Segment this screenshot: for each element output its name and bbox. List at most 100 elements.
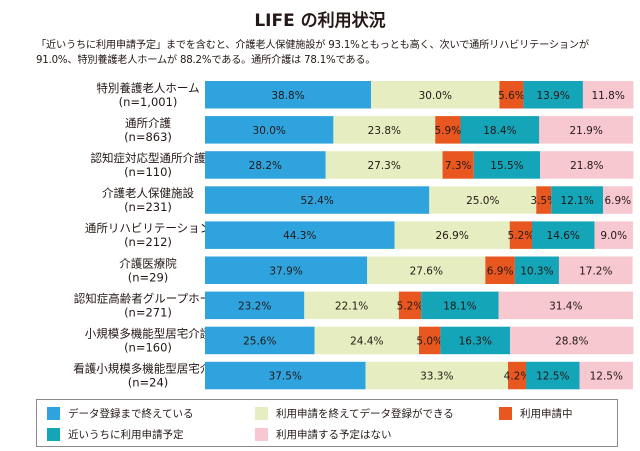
bar-segment <box>394 221 510 249</box>
data-label: 5.2% <box>508 230 535 242</box>
data-label: 26.9% <box>435 230 468 242</box>
data-label: 23.8% <box>368 125 401 137</box>
bar-segment <box>536 186 552 214</box>
legend-swatch <box>47 407 60 420</box>
category-label: 通所介護 <box>125 116 171 130</box>
data-label: 12.5% <box>536 371 569 383</box>
data-label: 44.3% <box>283 230 316 242</box>
bar-segment <box>582 81 634 109</box>
bar-segment <box>460 116 540 144</box>
bar-segment <box>429 186 537 214</box>
bar-segment <box>421 291 499 320</box>
data-label: 52.4% <box>300 195 333 207</box>
data-label: 21.8% <box>570 160 603 172</box>
bar-segment <box>419 326 441 355</box>
data-label: 25.6% <box>243 335 276 347</box>
bar-segment <box>435 116 461 144</box>
bar-segment <box>304 291 399 320</box>
bar-segment <box>367 256 486 284</box>
data-label: 25.0% <box>466 195 499 207</box>
bar-segment <box>539 116 633 144</box>
category-n-label: (n=863) <box>124 130 172 144</box>
data-label: 5.2% <box>397 300 424 312</box>
legend-item-applying: 利用申請中 <box>499 406 573 421</box>
bar-segment <box>205 186 430 214</box>
bar-segment <box>333 116 436 144</box>
category-label: 看護小規模多機能型居宅介護 <box>73 362 223 376</box>
category-n-label: (n=271) <box>124 305 172 319</box>
bar-segment <box>365 361 509 390</box>
data-label: 18.4% <box>483 125 516 137</box>
data-label: 12.1% <box>560 195 593 207</box>
bar-segment <box>398 291 422 320</box>
bar-segment <box>205 81 372 109</box>
legend-item-no-plan: 利用申請する予定はない <box>255 427 392 442</box>
data-label: 5.0% <box>416 335 443 347</box>
chart-subtitle: 「近いうちに利用申請予定」までを含むと、介護老人保健施設が 93.1%ともっとも… <box>36 40 589 66</box>
legend-label: 近いうちに利用申請予定 <box>68 429 184 441</box>
legend-swatch <box>255 407 268 420</box>
legend-swatch <box>499 407 512 420</box>
legend-label: 利用申請する予定はない <box>276 429 392 441</box>
category-n-label: (n=1,001) <box>119 95 178 109</box>
data-label: 33.3% <box>420 371 453 383</box>
category-label: 特別養護老人ホーム <box>96 81 199 95</box>
bar-segment <box>442 151 474 179</box>
category-n-label: (n=160) <box>124 340 172 354</box>
category-label: 通所リハビリテーション <box>85 221 211 235</box>
bar-segment <box>485 256 515 284</box>
data-label: 16.3% <box>459 335 492 347</box>
bar-segment <box>594 221 633 249</box>
bar-segment <box>526 361 580 390</box>
bar-segment <box>205 116 334 144</box>
bar-segment <box>579 361 633 390</box>
data-label: 22.1% <box>335 300 368 312</box>
data-label: 38.8% <box>271 90 304 102</box>
category-label: 介護医療院 <box>119 256 177 270</box>
bar-segment <box>325 151 443 179</box>
data-label: 5.9% <box>435 125 462 137</box>
category-n-label: (n=212) <box>124 235 172 249</box>
data-label: 6.9% <box>604 195 631 207</box>
category-n-label: (n=110) <box>124 165 172 179</box>
category-n-label: (n=24) <box>128 376 169 390</box>
data-label: 23.2% <box>238 300 271 312</box>
bar-segment <box>205 291 305 320</box>
bar-segment <box>603 186 633 214</box>
data-label: 12.5% <box>590 371 623 383</box>
bar-segment <box>523 81 583 109</box>
bar-segment <box>205 361 366 390</box>
data-label: 27.6% <box>410 265 443 277</box>
bar-segment <box>531 221 595 249</box>
legend-item-planned: 近いうちに利用申請予定 <box>47 427 184 442</box>
legend-label: 利用申請を終えてデータ登録ができる <box>276 408 454 420</box>
bar-segment <box>551 186 604 214</box>
chart-title: LIFE の利用状況 <box>254 11 386 31</box>
bar-segment <box>371 81 500 109</box>
data-label: 9.0% <box>600 230 627 242</box>
category-label: 介護老人保健施設 <box>102 186 194 200</box>
category-label: 小規模多機能型居宅介護 <box>85 326 212 340</box>
bar-segment <box>509 221 532 249</box>
data-label: 14.6% <box>547 230 580 242</box>
data-label: 13.9% <box>536 90 569 102</box>
bar-segment <box>499 81 524 109</box>
category-label: 認知症高齢者グループホーム <box>74 291 222 305</box>
legend-swatch <box>47 428 60 441</box>
bar-segment <box>508 361 526 390</box>
legend: データ登録まで終えている 利用申請を終えてデータ登録ができる 利用申請中 近いう… <box>36 399 618 447</box>
bar-segment <box>205 256 368 284</box>
data-label: 5.6% <box>498 90 525 102</box>
legend-label: データ登録まで終えている <box>68 408 194 420</box>
bar-segment <box>514 256 559 284</box>
data-label: 11.8% <box>591 90 624 102</box>
data-label: 30.0% <box>419 90 452 102</box>
category-n-label: (n=231) <box>124 200 172 214</box>
data-label: 27.3% <box>367 160 400 172</box>
data-label: 10.3% <box>520 265 553 277</box>
data-label: 24.4% <box>350 335 383 347</box>
data-label: 7.3% <box>445 160 472 172</box>
bar-segment <box>205 221 395 249</box>
category-label: 認知症対応型通所介護 <box>91 151 206 165</box>
